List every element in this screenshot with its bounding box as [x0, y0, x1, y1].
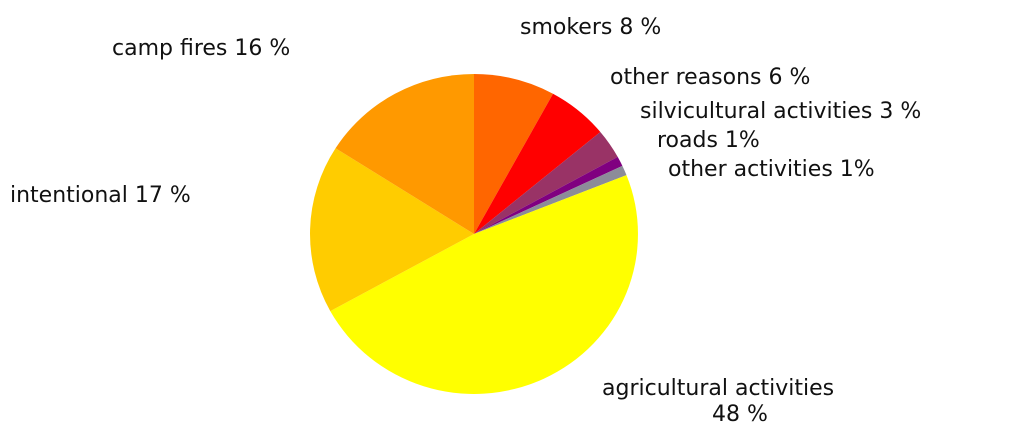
label-roads: roads 1% [657, 128, 760, 153]
label-agricultural-activities-percent: 48 % [712, 402, 768, 427]
slice-intentional [310, 148, 474, 312]
pie-slices [310, 74, 638, 394]
slice-roads [474, 156, 623, 234]
slice-agricultural-activities [330, 175, 638, 394]
label-smokers: smokers 8 % [520, 15, 661, 40]
label-camp-fires: camp fires 16 % [112, 36, 290, 61]
slice-other-reasons [474, 93, 601, 234]
slice-silvicultural-activities [474, 132, 618, 234]
label-intentional: intentional 17 % [10, 183, 191, 208]
label-other-reasons: other reasons 6 % [610, 65, 810, 90]
label-silvicultural-activities: silvicultural activities 3 % [640, 99, 921, 124]
label-agricultural-activities: agricultural activities [602, 376, 834, 401]
slice-camp-fires [335, 74, 474, 234]
slice-other-activities [474, 165, 627, 234]
label-other-activities: other activities 1% [668, 157, 875, 182]
slice-smokers [474, 74, 554, 234]
